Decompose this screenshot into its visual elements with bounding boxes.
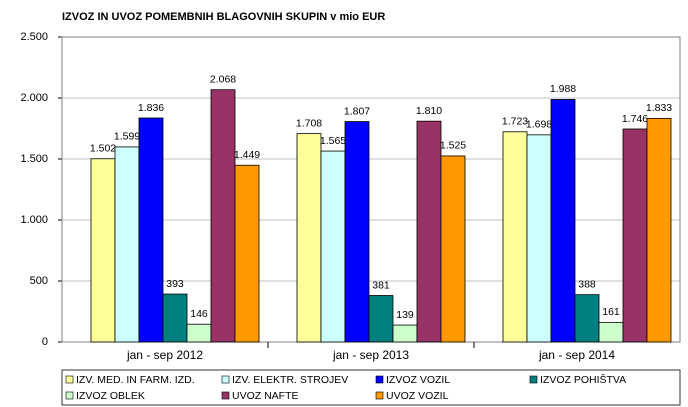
- y-tick-label: 2.000: [20, 92, 48, 104]
- bar: [392, 324, 418, 343]
- data-label: 1.502: [90, 143, 116, 155]
- data-label: 1.723: [502, 116, 528, 128]
- legend-label: IZVOZ POHIŠTVA: [540, 373, 626, 386]
- data-label: 1.833: [646, 102, 672, 114]
- data-label: 1.708: [296, 117, 322, 129]
- bar: [440, 155, 466, 343]
- bar: [502, 131, 528, 343]
- bar: [526, 134, 552, 343]
- bar: [186, 323, 212, 343]
- data-label: 1.807: [344, 105, 370, 117]
- legend-label: IZV. MED. IN FARM. IZD.: [76, 374, 195, 386]
- bar: [162, 293, 188, 343]
- data-label: 161: [602, 306, 620, 318]
- data-label: 388: [578, 278, 596, 290]
- legend-label: IZV. ELEKTR. STROJEV: [232, 374, 348, 386]
- legend-label: UVOZ VOZIL: [386, 390, 449, 402]
- y-tick-label: 1.500: [20, 153, 48, 165]
- bar: [368, 295, 394, 343]
- bar: [646, 117, 672, 343]
- data-label: 146: [190, 308, 208, 320]
- legend-swatch: [221, 391, 230, 400]
- bar: [598, 321, 624, 343]
- data-label: 139: [396, 309, 414, 321]
- bar: [320, 150, 346, 343]
- bar: [574, 294, 600, 343]
- chart-title: IZVOZ IN UVOZ POMEMBNIH BLAGOVNIH SKUPIN…: [62, 11, 385, 23]
- y-tick-label: 2.500: [20, 31, 48, 43]
- legend-label: IZVOZ OBLEK: [76, 390, 145, 402]
- bar: [296, 133, 322, 343]
- legend-swatch: [65, 375, 74, 384]
- data-label: 2.068: [210, 73, 236, 85]
- y-tick-label: 500: [30, 275, 48, 287]
- legend-label: UVOZ NAFTE: [232, 390, 299, 402]
- bar: [344, 121, 370, 343]
- data-label: 1.746: [622, 113, 648, 125]
- data-label: 1.836: [138, 102, 164, 114]
- bar: [550, 99, 576, 343]
- data-label: 1.698: [526, 119, 552, 131]
- bar: [416, 120, 442, 343]
- y-tick-label: 0: [42, 336, 48, 348]
- y-tick-label: 1.000: [20, 214, 48, 226]
- x-tick-label: jan - sep 2014: [538, 348, 615, 362]
- legend-swatch: [375, 375, 384, 384]
- legend-box: [61, 369, 681, 406]
- legend-swatch: [221, 375, 230, 384]
- data-label: 381: [372, 279, 390, 291]
- legend-swatch: [375, 391, 384, 400]
- data-label: 1.449: [234, 149, 260, 161]
- legend-swatch: [529, 375, 538, 384]
- bar: [622, 128, 648, 343]
- bar: [234, 164, 260, 343]
- bar: [90, 158, 116, 343]
- legend-swatch: [65, 391, 74, 400]
- data-label: 393: [166, 278, 184, 290]
- x-tick-label: jan - sep 2013: [332, 348, 409, 362]
- data-label: 1.599: [114, 131, 140, 143]
- x-tick-label: jan - sep 2012: [126, 348, 203, 362]
- data-label: 1.810: [416, 105, 442, 117]
- bar: [210, 89, 236, 343]
- bar: [114, 146, 140, 343]
- bar: [138, 117, 164, 343]
- data-label: 1.988: [550, 83, 576, 95]
- data-label: 1.525: [440, 140, 466, 152]
- legend-label: IZVOZ VOZIL: [386, 374, 450, 386]
- data-label: 1.565: [320, 135, 346, 147]
